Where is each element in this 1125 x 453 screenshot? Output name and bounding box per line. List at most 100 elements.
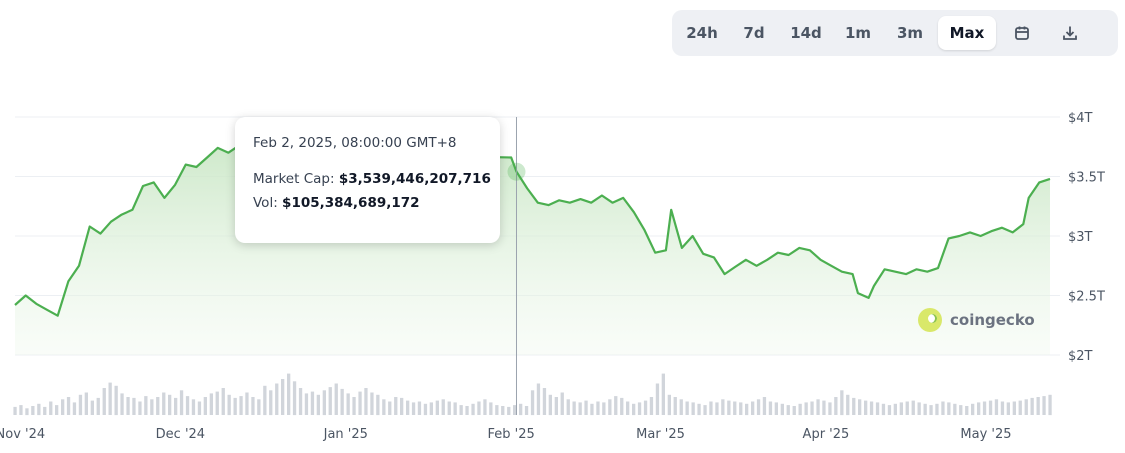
volume-bar bbox=[685, 401, 689, 415]
volume-bar bbox=[376, 394, 380, 416]
volume-bar bbox=[114, 385, 118, 416]
volume-bar bbox=[637, 402, 642, 415]
volume-bar bbox=[828, 402, 832, 415]
volume-bar bbox=[679, 399, 683, 415]
volume-bar bbox=[501, 406, 505, 415]
range-1m-button[interactable]: 1m bbox=[844, 24, 872, 42]
volume-bar bbox=[691, 402, 695, 415]
volume-bar bbox=[310, 391, 315, 415]
tooltip-volume: Vol: $105,384,689,172 bbox=[253, 195, 482, 211]
volume-bar bbox=[864, 400, 868, 415]
volume-bar bbox=[227, 394, 231, 416]
volume-bar bbox=[953, 403, 957, 416]
volume-bar bbox=[1000, 401, 1005, 415]
volume-bar bbox=[25, 408, 29, 416]
volume-bar bbox=[923, 403, 927, 416]
volume-bar bbox=[1018, 400, 1022, 415]
volume-bar bbox=[370, 392, 374, 415]
volume-bar bbox=[822, 400, 826, 415]
volume-bar bbox=[905, 401, 909, 415]
volume-bar bbox=[947, 402, 951, 415]
volume-bar bbox=[519, 403, 523, 416]
y-tick-label: $3T bbox=[1068, 230, 1093, 245]
volume-bar bbox=[263, 385, 267, 416]
volume-bar bbox=[1006, 402, 1010, 415]
volume-bar bbox=[471, 403, 475, 416]
volume-bar bbox=[608, 399, 612, 415]
volume-bar bbox=[382, 399, 386, 415]
tooltip-market-cap-value: $3,539,446,207,716 bbox=[338, 171, 491, 187]
volume-bar bbox=[513, 405, 517, 415]
volume-bar bbox=[132, 397, 136, 415]
volume-bar bbox=[31, 406, 35, 415]
volume-bar bbox=[745, 403, 749, 416]
volume-bar bbox=[566, 399, 570, 415]
coingecko-watermark: coingecko bbox=[918, 308, 1035, 332]
volume-bar bbox=[1036, 397, 1040, 415]
volume-bar bbox=[768, 401, 773, 415]
x-tick-label: Feb '25 bbox=[488, 427, 535, 442]
range-max-button[interactable]: Max bbox=[938, 16, 996, 50]
volume-bar bbox=[935, 403, 939, 416]
volume-bar bbox=[156, 397, 160, 415]
volume-bar bbox=[774, 402, 778, 415]
volume-bar bbox=[988, 400, 993, 415]
volume-bar bbox=[55, 405, 59, 415]
volume-bar bbox=[328, 387, 332, 415]
x-tick-label: Mar '25 bbox=[636, 427, 685, 442]
brand-name: coingecko bbox=[950, 311, 1035, 329]
download-button[interactable] bbox=[1048, 16, 1092, 50]
volume-bar bbox=[417, 401, 422, 415]
volume-bar bbox=[834, 397, 838, 415]
volume-bar bbox=[162, 392, 166, 415]
volume-bar bbox=[733, 401, 737, 415]
volume-bar bbox=[893, 403, 897, 416]
volume-bar bbox=[780, 403, 784, 416]
volume-bar bbox=[191, 399, 196, 415]
volume-bar bbox=[982, 401, 987, 415]
volume-bar bbox=[197, 401, 202, 415]
volume-bar bbox=[185, 396, 190, 415]
volume-bar bbox=[108, 382, 112, 415]
volume-bar bbox=[977, 402, 981, 415]
volume-bar bbox=[911, 400, 915, 415]
volume-bar bbox=[465, 406, 469, 415]
volume-bar bbox=[917, 402, 921, 415]
y-tick-label: $2T bbox=[1068, 349, 1093, 364]
x-tick-label: Nov '24 bbox=[0, 427, 45, 442]
volume-bar bbox=[257, 399, 261, 415]
market-cap-line bbox=[14, 132, 1051, 317]
volume-bar bbox=[643, 400, 648, 415]
volume-bar bbox=[322, 390, 326, 416]
volume-bar bbox=[721, 399, 725, 415]
volume-bar bbox=[477, 401, 481, 415]
range-7d-button[interactable]: 7d bbox=[743, 24, 765, 42]
volume-bar bbox=[346, 393, 350, 415]
range-14d-button[interactable]: 14d bbox=[790, 24, 822, 42]
volume-bar bbox=[126, 397, 130, 415]
volume-bar bbox=[245, 392, 249, 415]
volume-bar bbox=[649, 397, 654, 415]
volume-bar bbox=[661, 373, 665, 415]
volume-bar bbox=[221, 388, 225, 415]
volume-bar bbox=[19, 405, 23, 415]
volume-bar bbox=[251, 397, 255, 415]
volume-bar bbox=[542, 388, 547, 415]
volume-bar bbox=[138, 401, 142, 415]
x-tick-label: Jan '25 bbox=[323, 427, 368, 442]
volume-bar bbox=[179, 390, 184, 416]
volume-bar bbox=[798, 403, 802, 416]
calendar-button[interactable] bbox=[1000, 16, 1044, 50]
volume-bar bbox=[584, 400, 588, 415]
range-3m-button[interactable]: 3m bbox=[896, 24, 924, 42]
tooltip-market-cap: Market Cap: $3,539,446,207,716 bbox=[253, 171, 491, 187]
volume-bar bbox=[275, 383, 279, 415]
volume-bar bbox=[1048, 394, 1052, 416]
data-tooltip: Feb 2, 2025, 08:00:00 GMT+8 Market Cap: … bbox=[235, 117, 500, 243]
volume-bar bbox=[667, 394, 671, 416]
volume-bar bbox=[673, 397, 677, 415]
tooltip-vol-value: $105,384,689,172 bbox=[282, 195, 420, 211]
range-selector: 24h 7d 14d 1m 3m Max bbox=[672, 10, 1118, 56]
range-24h-button[interactable]: 24h bbox=[686, 24, 718, 42]
